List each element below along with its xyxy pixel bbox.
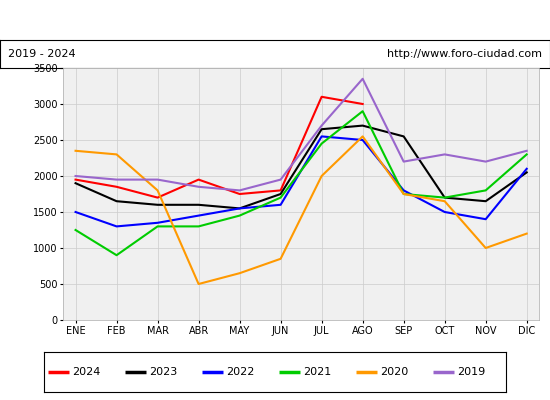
Text: 2019 - 2024: 2019 - 2024 [8, 49, 76, 59]
Text: 2020: 2020 [381, 367, 409, 377]
Text: 2023: 2023 [150, 367, 178, 377]
Text: 2019: 2019 [458, 367, 486, 377]
Text: 2024: 2024 [73, 367, 101, 377]
Text: 2021: 2021 [304, 367, 332, 377]
Text: http://www.foro-ciudad.com: http://www.foro-ciudad.com [387, 49, 542, 59]
Text: 2022: 2022 [227, 367, 255, 377]
Text: Evolucion Nº Turistas Nacionales en el municipio de Cambre: Evolucion Nº Turistas Nacionales en el m… [67, 13, 483, 27]
